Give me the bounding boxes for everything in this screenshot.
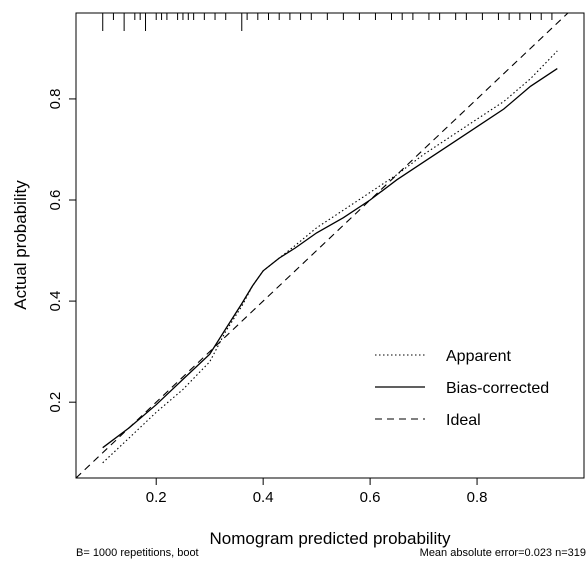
- legend-label: Bias-corrected: [446, 380, 549, 397]
- x-axis-title: Nomogram predicted probability: [210, 529, 451, 548]
- x-tick-label: 0.4: [253, 489, 274, 506]
- y-tick-label: 0.8: [47, 88, 64, 109]
- legend-label: Ideal: [446, 412, 481, 429]
- x-tick-label: 0.6: [360, 489, 381, 506]
- y-tick-label: 0.2: [47, 392, 64, 413]
- legend-label: Apparent: [446, 348, 511, 365]
- series-line-apparent: [102, 50, 558, 464]
- plot-frame: [75, 12, 585, 479]
- footer-error-note: Mean absolute error=0.023 n=319: [419, 547, 586, 559]
- series-line-bias-corrected: [102, 68, 558, 449]
- y-tick-label: 0.4: [47, 291, 64, 312]
- axis-layer: 0.2 0.4 0.6 0.8 0.2 0.4 0.6 0.8: [47, 88, 487, 506]
- x-tick-label: 0.8: [467, 489, 488, 506]
- series-line-ideal: [76, 13, 569, 478]
- x-tick-label: 0.2: [146, 489, 167, 506]
- line-layer: [76, 13, 569, 478]
- footer-bootstrap-note: B= 1000 repetitions, boot: [76, 547, 199, 559]
- rug-layer: [102, 13, 553, 31]
- legend: Apparent Bias-corrected Ideal: [375, 348, 549, 429]
- y-axis-title: Actual probability: [11, 180, 30, 310]
- y-tick-label: 0.6: [47, 190, 64, 211]
